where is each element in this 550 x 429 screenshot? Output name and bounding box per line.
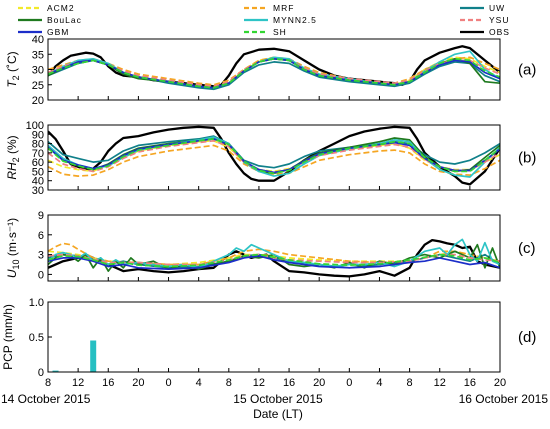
legend-item-mynn2-5: MYNN2.5 [244, 15, 317, 25]
x-tick-label: 12 [253, 377, 265, 389]
series-line-mynn2-5 [48, 238, 500, 269]
legend-label: BouLac [47, 15, 82, 25]
y-tick-label: 50 [32, 166, 44, 178]
panel-tag: (b) [518, 150, 536, 167]
y-axis-label: T2 (˚C) [5, 51, 21, 87]
precip-bar [90, 340, 97, 372]
x-tick-label: 16 [102, 377, 114, 389]
x-tick-label: 4 [196, 377, 202, 389]
x-tick-label: 4 [376, 377, 382, 389]
y-tick-label: 30 [32, 185, 44, 197]
y-axis-label: PCP (mm/h) [1, 304, 15, 370]
legend-label: YSU [489, 15, 509, 25]
series-line-sh [48, 57, 500, 89]
series-line-sh [48, 138, 500, 175]
y-tick-label: 40 [32, 176, 44, 188]
y-tick-label: 100 [26, 120, 44, 132]
x-tick-label: 12 [434, 377, 446, 389]
y-tick-label: 0 [38, 269, 44, 281]
y-tick-label: 90 [32, 129, 44, 141]
series-line-mrf [48, 242, 500, 266]
legend-item-ysu: YSU [460, 15, 509, 25]
series-line-uw [48, 59, 500, 91]
date-label: 15 October 2015 [233, 392, 323, 406]
legend-label: UW [489, 3, 505, 13]
y-tick-label: 9 [38, 210, 44, 222]
y-tick-label: 20 [32, 95, 44, 107]
panel-tag: (d) [518, 329, 536, 346]
y-tick-label: 60 [32, 157, 44, 169]
legend-item-obs: OBS [460, 27, 510, 37]
y-tick-label: 30 [32, 65, 44, 77]
x-tick-label: 8 [407, 377, 413, 389]
x-tick-label: 16 [283, 377, 295, 389]
panel-tag: (c) [518, 240, 536, 257]
legend-item-boulac: BouLac [18, 15, 82, 25]
legend-item-mrf: MRF [244, 3, 294, 13]
x-tick-label: 20 [494, 377, 506, 389]
panel-tag: (a) [518, 62, 536, 79]
y-tick-label: 70 [32, 148, 44, 160]
panel-d: 0 0.5 1.0 PCP (mm/h) (d) [1, 297, 536, 379]
date-label: 16 October 2015 [459, 392, 549, 406]
series-group [48, 238, 500, 278]
y-tick-label: 0 [38, 367, 44, 379]
y-tick-label: 25 [32, 80, 44, 92]
axes-frame [47, 301, 501, 373]
legend-item-gbm: GBM [18, 27, 69, 37]
legend-label: OBS [489, 27, 510, 37]
y-tick-label: 40 [32, 34, 44, 46]
legend-label: SH [273, 27, 287, 37]
x-tick-label: 0 [165, 377, 171, 389]
precip-bar [52, 370, 59, 372]
x-tick-label: 16 [464, 377, 476, 389]
series-group [48, 125, 500, 186]
series-line-uw [48, 135, 500, 169]
x-tick-labels: 8 12 16 20 0 4 8 12 16 20 0 4 8 12 16 20 14 October 2015… [1, 377, 548, 406]
x-tick-label: 0 [346, 377, 352, 389]
axes-frame [47, 124, 501, 191]
legend-label: MRF [273, 3, 294, 13]
legend-item-sh: SH [244, 27, 287, 37]
panel-c: 0 3 6 9 U10 (m·s⁻¹) (c) [5, 210, 536, 282]
legend-label: ACM2 [47, 3, 75, 13]
y-tick-label: 80 [32, 139, 44, 151]
x-axis-title: Date (LT) [253, 407, 303, 421]
axes-frame [47, 214, 501, 282]
x-tick-label: 20 [313, 377, 325, 389]
series-line-obs [48, 45, 500, 88]
series-line-sh [48, 253, 500, 268]
date-label: 14 October 2015 [1, 392, 91, 406]
series-line-obs [48, 125, 500, 186]
legend-item-uw: UW [460, 3, 505, 13]
y-axis-label: U10 (m·s⁻¹) [5, 218, 21, 278]
y-axis-label: RH2 (%) [5, 135, 21, 179]
x-tick-label: 8 [226, 377, 232, 389]
panel-a: 20 25 30 35 40 T2 (˚C) (a) [5, 34, 536, 107]
legend: ACM2 MRF UW BouLac MYNN2.5 YSU GBM SH OBS [18, 3, 510, 37]
x-tick-label: 8 [45, 377, 51, 389]
legend-label: MYNN2.5 [273, 15, 317, 25]
y-tick-label: 1.0 [29, 297, 44, 309]
series-line-gbm [48, 255, 500, 270]
series-group [48, 45, 500, 91]
x-tick-label: 20 [132, 377, 144, 389]
series-line-mrf [48, 144, 500, 177]
x-tick-label: 12 [72, 377, 84, 389]
legend-item-acm2: ACM2 [18, 3, 75, 13]
y-tick-label: 3 [38, 250, 44, 262]
y-tick-label: 0.5 [29, 332, 44, 344]
y-tick-label: 35 [32, 49, 44, 61]
y-tick-label: 6 [38, 230, 44, 242]
legend-label: GBM [47, 27, 69, 37]
